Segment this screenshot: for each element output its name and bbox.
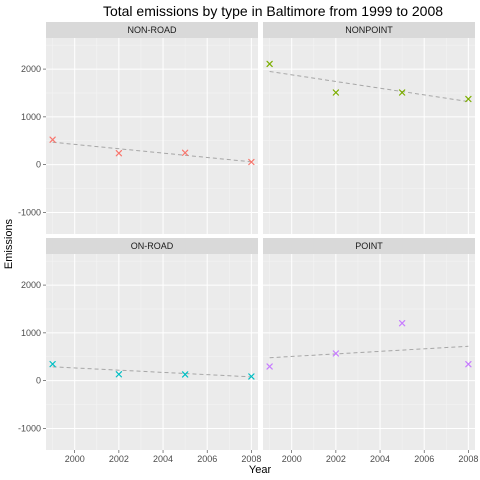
data-point-nonpoint — [266, 60, 273, 68]
x-tick-label: 2006 — [414, 454, 434, 464]
panel-background — [263, 38, 475, 234]
facet-label-nonpoint: NONPOINT — [345, 25, 393, 35]
x-axis-title: Year — [249, 464, 272, 476]
point-stroke — [266, 363, 273, 370]
data-point-point — [332, 350, 340, 357]
point-stroke — [248, 373, 255, 380]
y-tick-label: 2000 — [21, 280, 41, 290]
facet-point: POINT 2000 2002 2004 2006 2008 — [263, 238, 478, 464]
data-point-non-road — [115, 149, 123, 157]
point-stroke — [49, 136, 56, 143]
point-stroke — [115, 371, 123, 378]
data-point-point — [266, 363, 273, 370]
point-stroke — [49, 360, 56, 368]
data-point-on-road — [181, 371, 189, 378]
chart-title: Total emissions by type in Baltimore fro… — [103, 3, 443, 19]
y-tick-label: 0 — [36, 376, 41, 386]
point-stroke — [332, 350, 340, 357]
y-tick-label: 1000 — [21, 112, 41, 122]
facet-label-point: POINT — [355, 241, 383, 251]
facet-strip-nonpoint — [263, 22, 475, 38]
data-point-non-road — [248, 158, 255, 166]
x-tick-label: 2008 — [241, 454, 261, 464]
point-stroke — [115, 149, 123, 157]
data-point-nonpoint — [398, 89, 406, 96]
facet-label-on-road: ON-ROAD — [131, 241, 174, 251]
data-point-on-road — [248, 373, 255, 380]
point-stroke — [181, 371, 189, 378]
x-tick-label: 2002 — [109, 454, 129, 464]
x-tick-label: 2004 — [153, 454, 173, 464]
x-tick-label: 2004 — [370, 454, 390, 464]
data-point-non-road — [181, 149, 189, 156]
trend-line-non-road — [52, 141, 252, 163]
point-stroke — [398, 89, 406, 96]
x-tick-label: 2000 — [282, 454, 302, 464]
data-point-non-road — [49, 136, 56, 143]
data-point-nonpoint — [465, 95, 472, 103]
trend-line-nonpoint — [269, 70, 469, 103]
x-tick-label: 2008 — [458, 454, 478, 464]
facet-panels: NON-ROAD -1000 0 1000 2000 NONPOINT ON-ROAD -10… — [18, 22, 478, 464]
facet-label-non-road: NON-ROAD — [128, 25, 177, 35]
point-stroke — [465, 360, 472, 368]
x-tick-label: 2006 — [197, 454, 217, 464]
y-tick-label: -1000 — [18, 207, 41, 217]
facet-nonpoint: NONPOINT — [263, 22, 475, 234]
y-tick-label: -1000 — [18, 423, 41, 433]
trend-line-point — [269, 345, 469, 359]
facet-non-road: NON-ROAD -1000 0 1000 2000 — [18, 22, 258, 234]
point-stroke — [465, 95, 472, 103]
trend-line-on-road — [52, 366, 252, 378]
data-point-point — [465, 360, 472, 368]
facet-strip-on-road — [46, 238, 258, 254]
y-tick-label: 1000 — [21, 328, 41, 338]
facet-on-road: ON-ROAD -1000 0 1000 2000 2000 2002 2004 2006 200… — [18, 238, 261, 464]
data-point-nonpoint — [332, 89, 340, 96]
point-stroke — [248, 158, 255, 166]
point-stroke — [398, 319, 406, 327]
point-stroke — [266, 60, 273, 68]
data-point-on-road — [49, 360, 56, 368]
point-stroke — [181, 149, 189, 156]
data-point-on-road — [115, 371, 123, 378]
data-point-point — [398, 319, 406, 327]
panel-background — [46, 38, 258, 234]
x-tick-label: 2000 — [65, 454, 85, 464]
facet-strip-point — [263, 238, 475, 254]
y-tick-label: 2000 — [21, 64, 41, 74]
y-axis-title: Emissions — [3, 218, 15, 269]
y-tick-label: 0 — [36, 160, 41, 170]
point-stroke — [332, 89, 340, 96]
facet-strip-non-road — [46, 22, 258, 38]
panel-background — [46, 254, 258, 450]
x-tick-label: 2002 — [326, 454, 346, 464]
